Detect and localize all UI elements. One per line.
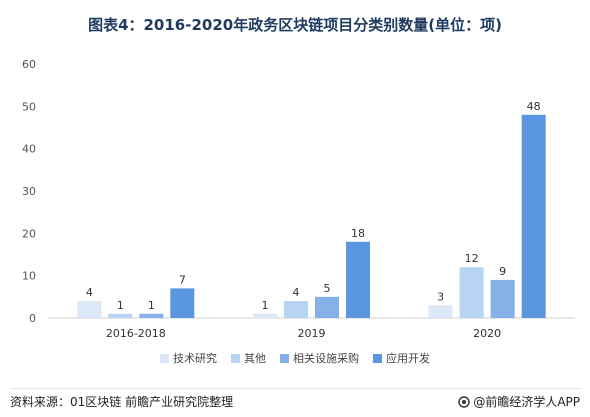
brand-text: @前瞻经济学人APP bbox=[473, 395, 580, 409]
legend-item: 应用开发 bbox=[373, 350, 430, 366]
legend-swatch bbox=[231, 353, 240, 363]
legend-swatch bbox=[280, 353, 289, 363]
data-label: 3 bbox=[437, 290, 444, 303]
legend-swatch bbox=[373, 353, 382, 363]
bar-1-3 bbox=[428, 305, 453, 318]
chart-title: 图表4：2016-2020年政务区块链项目分类别数量(单位：项) bbox=[88, 16, 502, 34]
x-tick-label: 2016-2018 bbox=[106, 327, 166, 340]
bar-4-1 bbox=[170, 288, 195, 318]
data-label: 1 bbox=[262, 299, 269, 312]
legend-item: 相关设施采购 bbox=[280, 350, 359, 366]
bar-3-3 bbox=[490, 279, 515, 318]
y-tick-label: 20 bbox=[22, 227, 36, 240]
x-tick-label: 2020 bbox=[473, 327, 501, 340]
legend-label: 应用开发 bbox=[386, 352, 430, 365]
y-tick-label: 30 bbox=[22, 185, 36, 198]
brand-credit: @前瞻经济学人APP bbox=[458, 393, 580, 410]
bar-4-2 bbox=[346, 241, 370, 318]
y-tick-label: 10 bbox=[22, 270, 36, 283]
data-label: 1 bbox=[117, 299, 124, 312]
bar-2-3 bbox=[459, 267, 484, 318]
data-label: 5 bbox=[324, 282, 331, 295]
data-label: 9 bbox=[499, 265, 506, 278]
legend-label: 其他 bbox=[244, 352, 266, 365]
bar-chart: 0 10 20 30 40 50 60 4 1 1 7 2016-2018 1 4 5 18 2019 3 12 9 4… bbox=[22, 58, 575, 340]
y-tick-label: 50 bbox=[22, 100, 36, 113]
data-label: 1 bbox=[148, 299, 155, 312]
bar-1-1 bbox=[77, 301, 102, 318]
x-tick-label: 2019 bbox=[298, 327, 326, 340]
data-label: 18 bbox=[351, 227, 365, 240]
y-tick-label: 60 bbox=[22, 58, 36, 71]
source-note: 资料来源：01区块链 前瞻产业研究院整理 bbox=[10, 395, 234, 409]
legend-item: 其他 bbox=[231, 350, 266, 366]
legend-label: 相关设施采购 bbox=[293, 352, 359, 365]
brand-logo-icon bbox=[458, 395, 471, 408]
data-label: 12 bbox=[465, 252, 479, 265]
data-label: 7 bbox=[179, 273, 186, 286]
bar-3-2 bbox=[315, 296, 339, 318]
bar-2-2 bbox=[284, 301, 308, 318]
legend-item: 技术研究 bbox=[160, 350, 217, 366]
bar-3-1 bbox=[139, 313, 164, 318]
footer: 资料来源：01区块链 前瞻产业研究院整理 @前瞻经济学人APP bbox=[0, 393, 590, 411]
y-tick-label: 40 bbox=[22, 143, 36, 156]
y-tick-label: 0 bbox=[29, 312, 36, 325]
bar-4-3 bbox=[521, 114, 546, 318]
footer-divider bbox=[10, 388, 580, 389]
data-label: 48 bbox=[527, 100, 541, 113]
data-label: 4 bbox=[293, 286, 300, 299]
legend-swatch bbox=[160, 353, 169, 363]
legend-label: 技术研究 bbox=[173, 352, 217, 365]
legend: 技术研究 其他 相关设施采购 应用开发 bbox=[0, 350, 590, 366]
bar-1-2 bbox=[253, 313, 277, 318]
data-label: 4 bbox=[86, 286, 93, 299]
bar-2-1 bbox=[108, 313, 133, 318]
